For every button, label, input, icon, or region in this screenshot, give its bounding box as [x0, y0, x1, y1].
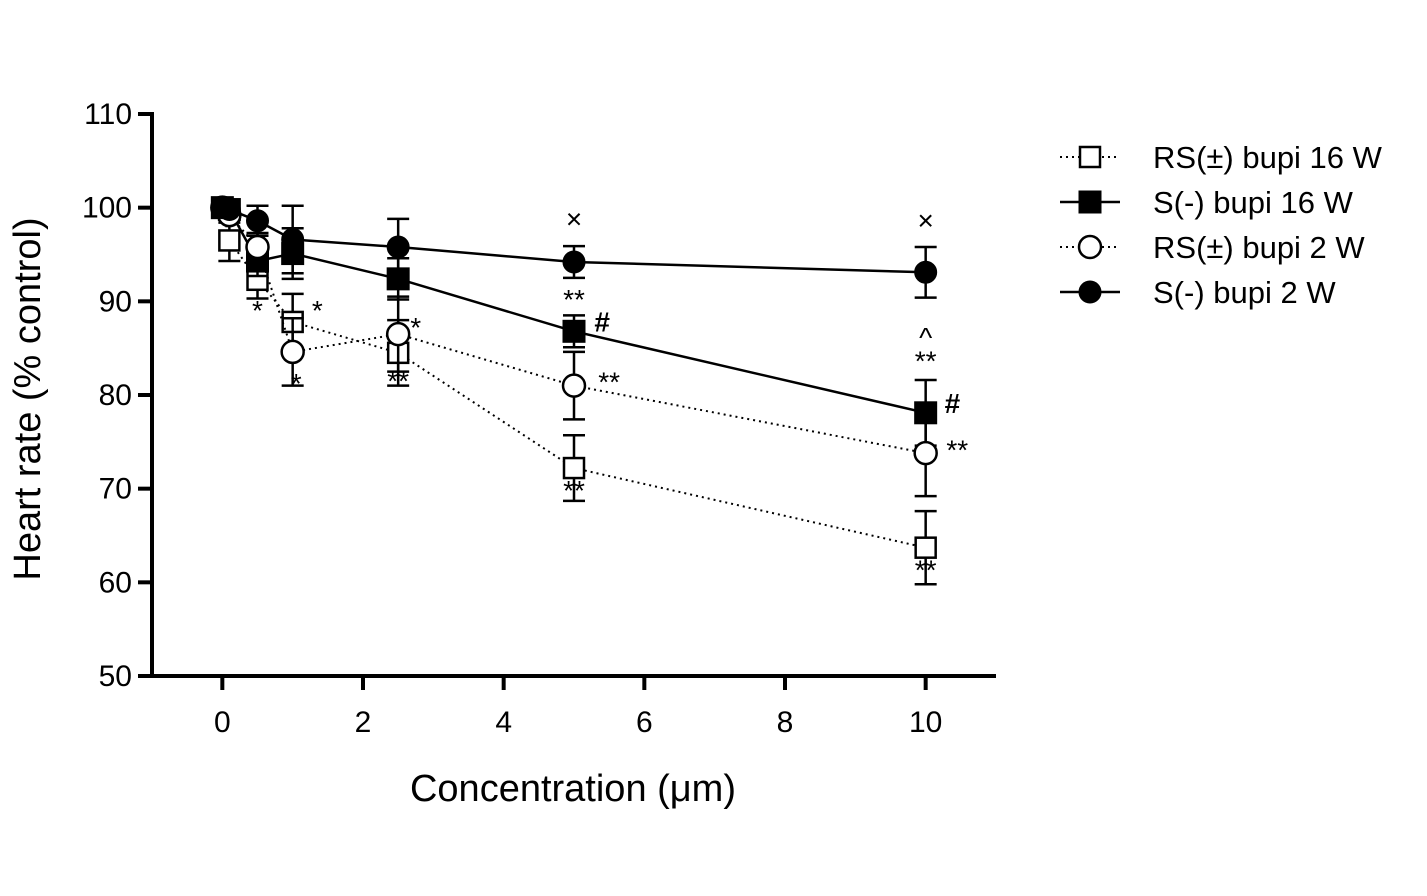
- significance-marker: **: [598, 366, 620, 397]
- data-point: [217, 198, 241, 222]
- y-axis-title: Heart rate (% control): [7, 217, 49, 580]
- data-point: [280, 339, 305, 365]
- legend-marker: [1077, 234, 1103, 260]
- y-tick-label: 100: [82, 192, 132, 225]
- significance-marker: **: [563, 475, 585, 506]
- y-tick-label: 80: [99, 379, 132, 412]
- legend-entry-2: RS(±) bupi 2 W: [1060, 230, 1365, 265]
- legend-label: RS(±) bupi 16 W: [1153, 140, 1383, 175]
- legend-marker: [1078, 280, 1102, 304]
- significance-marker: ^: [919, 322, 932, 353]
- data-point: [246, 209, 269, 233]
- y-tick-label: 110: [84, 98, 132, 131]
- data-point: [562, 456, 586, 480]
- x-tick-label: 8: [777, 706, 794, 739]
- significance-marker: **: [915, 555, 937, 586]
- significance-marker: **: [915, 346, 937, 377]
- significance-marker: **: [563, 284, 585, 315]
- legend-label: S(-) bupi 16 W: [1153, 185, 1354, 220]
- y-tick-label: 70: [99, 473, 132, 506]
- data-point: [385, 321, 411, 347]
- significance-marker: **: [946, 435, 968, 466]
- data-point: [913, 440, 938, 466]
- annotations: * *****×**#****×^**#****: [252, 203, 968, 585]
- data-point: [562, 319, 586, 343]
- significance-marker: *: [312, 295, 323, 326]
- significance-marker: #: [594, 306, 610, 337]
- x-tick-label: 2: [355, 706, 372, 739]
- x-tick-label: 4: [495, 706, 512, 739]
- x-axis-title: Concentration (μm): [410, 768, 736, 810]
- y-tick-label: 50: [99, 660, 132, 693]
- significance-marker: *: [410, 312, 421, 343]
- data-point: [914, 536, 937, 559]
- legend-marker: [1078, 190, 1102, 214]
- data-point: [245, 234, 270, 260]
- y-tick-label: 60: [99, 566, 132, 599]
- significance-marker: *: [252, 295, 263, 326]
- legend-label: RS(±) bupi 2 W: [1153, 230, 1365, 265]
- legend-marker: [1078, 145, 1102, 169]
- legend-entry-3: S(-) bupi 2 W: [1060, 275, 1336, 310]
- legend-entry-1: S(-) bupi 16 W: [1060, 185, 1354, 220]
- x-tick-label: 10: [909, 706, 942, 739]
- data-point: [562, 250, 586, 274]
- x-tick-label: 0: [214, 706, 231, 739]
- data-point: [561, 373, 587, 398]
- y-tick-label: 90: [99, 285, 132, 318]
- significance-marker: ×: [566, 203, 582, 234]
- series-layer: [210, 195, 938, 586]
- significance-marker: ×: [917, 205, 933, 236]
- significance-marker: *: [291, 368, 302, 399]
- legend: RS(±) bupi 16 W S(-) bupi 16 W RS(±) bupi …: [1060, 140, 1383, 310]
- series-2: [210, 195, 938, 498]
- significance-marker: **: [387, 365, 409, 396]
- x-tick-label: 6: [636, 706, 653, 739]
- data-point: [281, 228, 305, 252]
- axes: 50 60 70 80 90 100 110 0 2 4 6 8 10 Concentration (μm…: [7, 98, 996, 810]
- legend-entry-0: RS(±) bupi 16 W: [1060, 140, 1383, 175]
- series-3: [210, 196, 938, 299]
- data-point: [914, 260, 938, 284]
- significance-marker: #: [945, 388, 961, 419]
- legend-label: S(-) bupi 2 W: [1153, 275, 1336, 310]
- data-point: [218, 229, 241, 252]
- data-point: [386, 235, 410, 259]
